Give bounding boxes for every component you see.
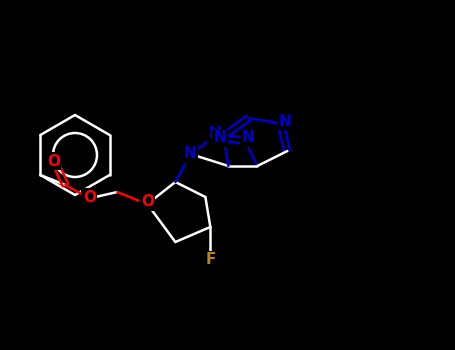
Text: F: F bbox=[205, 252, 216, 267]
Text: N: N bbox=[214, 131, 227, 146]
Text: N: N bbox=[242, 131, 255, 146]
Text: O: O bbox=[83, 189, 96, 204]
Text: O: O bbox=[141, 195, 154, 210]
Text: N: N bbox=[184, 147, 197, 161]
Text: O: O bbox=[47, 154, 60, 168]
Text: N: N bbox=[209, 126, 222, 141]
Text: N: N bbox=[279, 113, 292, 128]
